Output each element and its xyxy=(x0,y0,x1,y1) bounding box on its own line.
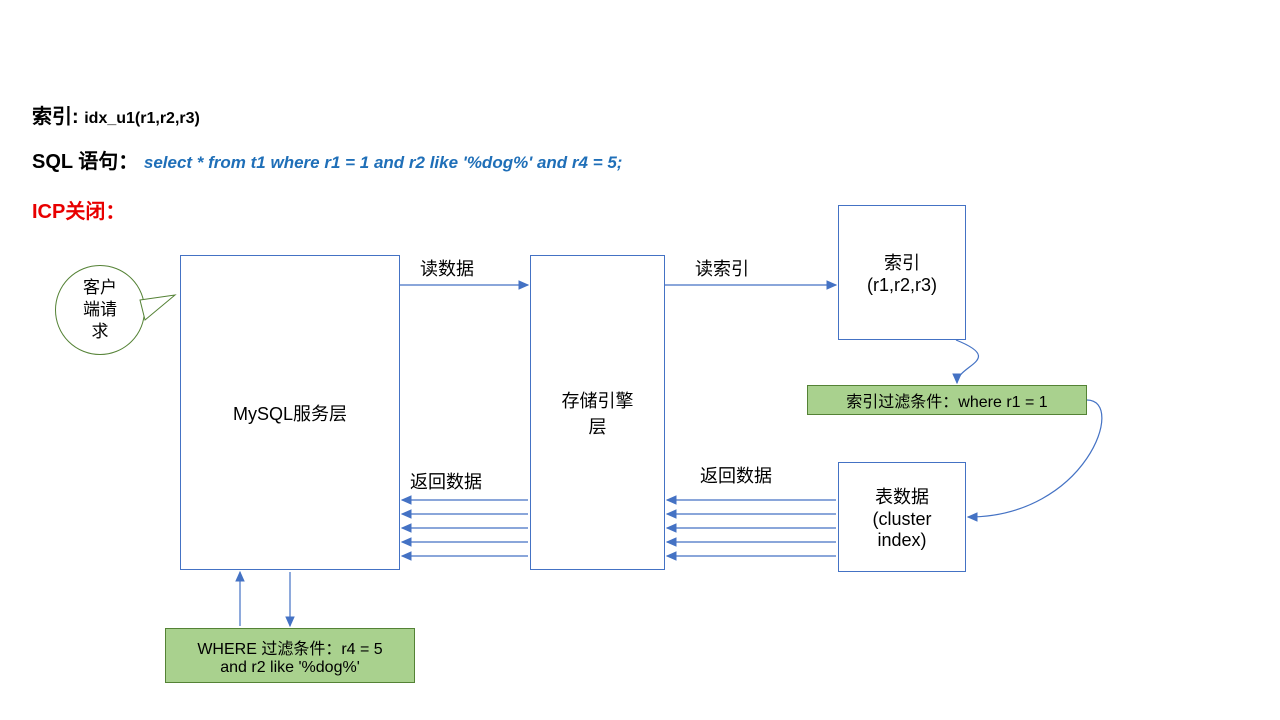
sql-value: select * from t1 where r1 = 1 and r2 lik… xyxy=(144,153,623,172)
icp-heading: ICP关闭： xyxy=(32,195,125,224)
index-value: idx_u1(r1,r2,r3) xyxy=(84,110,200,127)
storage-layer-box: 存储引擎 层 xyxy=(530,255,665,570)
client-request-callout: 客户 端请 求 xyxy=(55,265,145,355)
icp-label: ICP关闭： xyxy=(32,201,125,223)
where-filter-text: WHERE 过滤条件：r4 = 5 and r2 like '%dog%' xyxy=(197,635,382,677)
index-heading: 索引: idx_u1(r1,r2,r3) xyxy=(32,100,200,129)
sql-heading: SQL 语句： select * from t1 where r1 = 1 an… xyxy=(32,145,622,174)
table-box-label: 表数据 (cluster index) xyxy=(872,483,931,551)
index-filter-box: 索引过滤条件：where r1 = 1 xyxy=(807,385,1087,415)
index-filter-text: 索引过滤条件：where r1 = 1 xyxy=(846,388,1047,412)
return-data-label-1: 返回数据 xyxy=(410,468,482,494)
mysql-layer-box: MySQL服务层 xyxy=(180,255,400,570)
read-data-label: 读数据 xyxy=(420,255,474,281)
return-data-label-2: 返回数据 xyxy=(700,462,772,488)
sql-label: SQL 语句： xyxy=(32,151,138,173)
callout-text: 客户 端请 求 xyxy=(83,277,117,343)
mysql-layer-label: MySQL服务层 xyxy=(233,400,347,426)
index-label: 索引: xyxy=(32,106,79,128)
index-box: 索引 (r1,r2,r3) xyxy=(838,205,966,340)
table-data-box: 表数据 (cluster index) xyxy=(838,462,966,572)
where-filter-box: WHERE 过滤条件：r4 = 5 and r2 like '%dog%' xyxy=(165,628,415,683)
storage-layer-label: 存储引擎 层 xyxy=(562,387,634,439)
read-index-label: 读索引 xyxy=(695,255,749,281)
index-box-label: 索引 (r1,r2,r3) xyxy=(867,249,937,296)
